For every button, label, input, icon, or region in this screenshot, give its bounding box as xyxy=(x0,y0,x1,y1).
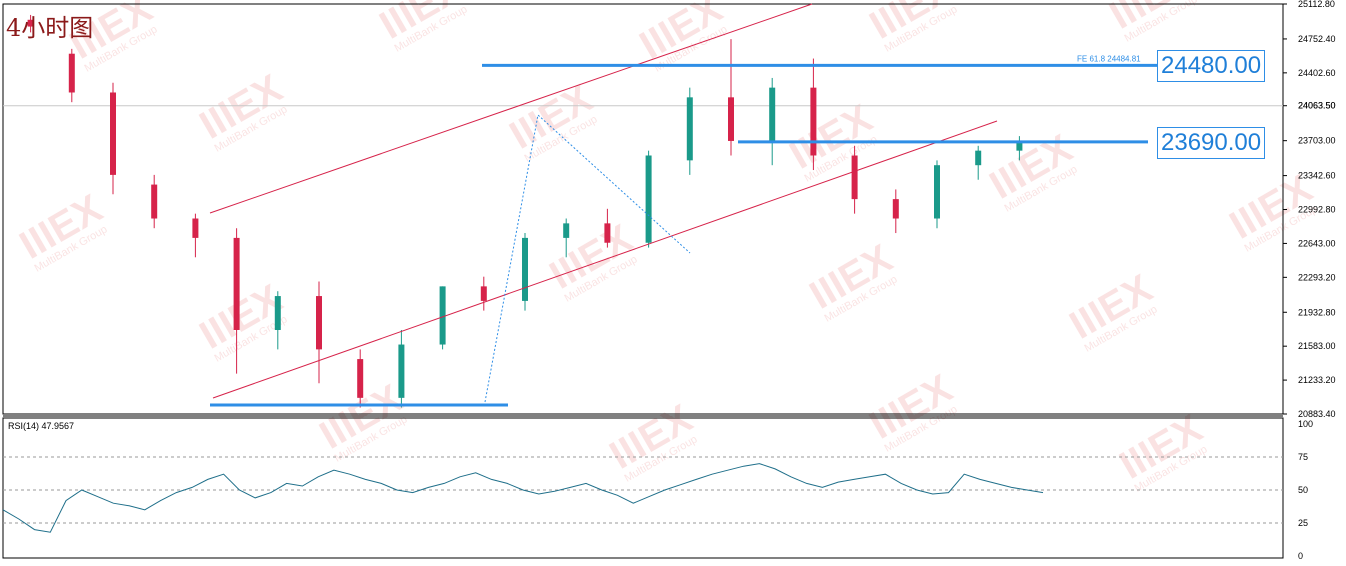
candle-body xyxy=(274,296,281,330)
current-price-label: 24063.50 xyxy=(1298,101,1336,111)
candle-body xyxy=(934,165,940,219)
level-box-low: 23690.00 xyxy=(1157,126,1266,159)
y-tick-label: 22293.20 xyxy=(1298,272,1336,282)
candle-body xyxy=(892,199,899,219)
fe-label: FE 61.8 24484.81 xyxy=(1077,54,1141,63)
rsi-level-label: 0 xyxy=(1298,551,1303,561)
candle-body xyxy=(233,237,240,330)
y-tick-label: 25112.80 xyxy=(1298,0,1335,9)
candle-body xyxy=(851,155,858,200)
rsi-level-label: 50 xyxy=(1298,485,1308,495)
candle-body xyxy=(563,223,570,238)
candle-body xyxy=(398,344,405,398)
level-box-high: 24480.00 xyxy=(1157,50,1266,83)
rsi-level-label: 100 xyxy=(1298,419,1313,429)
candle-body xyxy=(110,92,116,175)
candle-body xyxy=(192,218,199,238)
candle-body xyxy=(151,184,158,219)
candle-body xyxy=(975,150,982,166)
y-tick-label: 20883.40 xyxy=(1298,409,1336,419)
chart-title: 4小时图 xyxy=(6,14,94,42)
rsi-level-label: 25 xyxy=(1298,518,1308,528)
y-tick-label: 21233.20 xyxy=(1298,375,1336,385)
candle-body xyxy=(686,97,693,161)
candle-body xyxy=(357,359,364,398)
y-tick-label: 22992.80 xyxy=(1298,205,1336,215)
candle-body xyxy=(68,53,75,93)
candle-body xyxy=(480,286,487,301)
y-tick-label: 22643.00 xyxy=(1298,238,1336,248)
main-frame xyxy=(2,3,1284,415)
y-tick-label: 21932.80 xyxy=(1298,307,1336,317)
y-tick-label: 24063.50 xyxy=(1298,101,1336,111)
candle-body xyxy=(604,223,611,243)
rsi-frame xyxy=(2,417,1284,559)
fib-projection xyxy=(484,114,691,403)
candle-body xyxy=(769,87,776,141)
rsi-line xyxy=(2,463,1044,533)
y-tick-label: 24752.40 xyxy=(1298,34,1336,44)
y-tick-label: 21583.00 xyxy=(1298,341,1336,351)
candle-body xyxy=(1016,140,1023,151)
rsi-label: RSI(14) 47.9567 xyxy=(8,421,75,431)
channel-upper xyxy=(209,3,813,214)
candle-body xyxy=(645,155,652,243)
y-tick-label: 24402.60 xyxy=(1298,68,1336,78)
rsi-level-label: 75 xyxy=(1298,452,1308,462)
y-tick-label: 23342.60 xyxy=(1298,171,1336,181)
candle-body xyxy=(728,97,734,141)
candle-body xyxy=(439,286,446,345)
candle-body xyxy=(810,87,817,156)
channel-lower xyxy=(212,120,998,399)
candle-body xyxy=(522,237,528,301)
candle-body xyxy=(316,296,322,350)
candle-body xyxy=(27,19,34,27)
y-tick-label: 23703.00 xyxy=(1298,136,1336,146)
